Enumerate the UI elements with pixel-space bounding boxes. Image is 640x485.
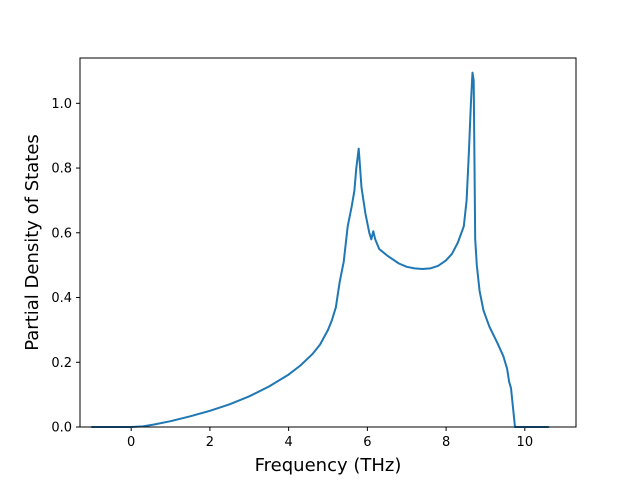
plot-frame	[79, 57, 577, 428]
plot-background	[80, 58, 576, 427]
y-tick-label: 0.6	[51, 226, 72, 241]
x-axis-ticks: 0 2 4 6 8 10	[127, 427, 533, 450]
x-tick-label: 2	[206, 435, 214, 450]
y-axis-ticks: 0.0 0.2 0.4 0.6 0.8 1.0	[51, 97, 80, 436]
series-layer	[90, 71, 550, 428]
y-tick-label: 1.0	[51, 97, 72, 112]
y-tick-label: 0.4	[51, 291, 72, 306]
x-tick-label: 8	[442, 435, 450, 450]
y-tick-label: 0.0	[51, 421, 72, 436]
y-axis-label: Partial Density of States	[22, 134, 43, 351]
x-axis-label: Frequency (THz)	[255, 455, 402, 476]
y-tick-label: 0.2	[51, 356, 72, 371]
y-tick-label: 0.8	[51, 162, 72, 177]
x-tick-label: 4	[284, 435, 292, 450]
x-tick-label: 10	[517, 435, 534, 450]
x-tick-label: 0	[127, 435, 135, 450]
series-line-0	[90, 71, 550, 428]
x-tick-label: 6	[363, 435, 371, 450]
